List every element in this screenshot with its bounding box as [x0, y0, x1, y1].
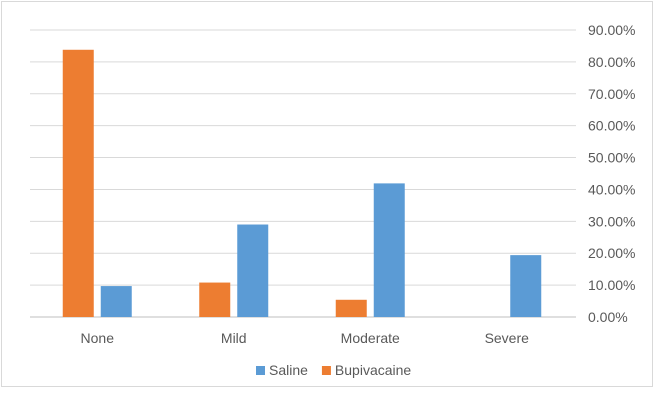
y-tick-label: 90.00%	[588, 22, 635, 38]
x-category-label: Severe	[485, 330, 530, 346]
bar-saline-moderate	[373, 183, 405, 317]
legend-swatch-saline	[256, 366, 265, 375]
bar-bupivacaine-mild	[199, 282, 231, 317]
bar-saline-mild	[237, 224, 269, 317]
bar-bupivacaine-none	[62, 49, 94, 317]
bar-saline-severe	[510, 255, 542, 317]
y-tick-label: 80.00%	[588, 54, 635, 70]
x-category-label: Moderate	[341, 330, 400, 346]
gridlines	[30, 29, 576, 318]
y-tick-label: 60.00%	[588, 118, 635, 134]
legend-label-bupivacaine: Bupivacaine	[335, 362, 411, 378]
x-category-label: None	[81, 330, 115, 346]
bar-saline-none	[100, 286, 132, 317]
y-tick-label: 40.00%	[588, 181, 635, 197]
y-tick-label: 50.00%	[588, 150, 635, 166]
x-axis-category-labels: None Mild Moderate Severe	[81, 330, 530, 346]
legend-swatch-bupivacaine	[321, 366, 331, 375]
y-tick-label: 10.00%	[588, 277, 635, 293]
x-category-label: Mild	[221, 330, 247, 346]
y-axis-tick-labels: 0.00% 10.00% 20.00% 30.00% 40.00% 50.00% 60.00…	[588, 22, 635, 325]
legend-label-saline: Saline	[269, 362, 308, 378]
bars	[62, 49, 542, 317]
bar-bupivacaine-moderate	[335, 299, 367, 317]
y-tick-label: 70.00%	[588, 86, 635, 102]
y-tick-label: 20.00%	[588, 245, 635, 261]
chart-border	[1, 1, 653, 387]
y-tick-label: 30.00%	[588, 213, 635, 229]
y-tick-label: 0.00%	[588, 309, 628, 325]
legend: Saline Bupivacaine	[256, 362, 411, 378]
